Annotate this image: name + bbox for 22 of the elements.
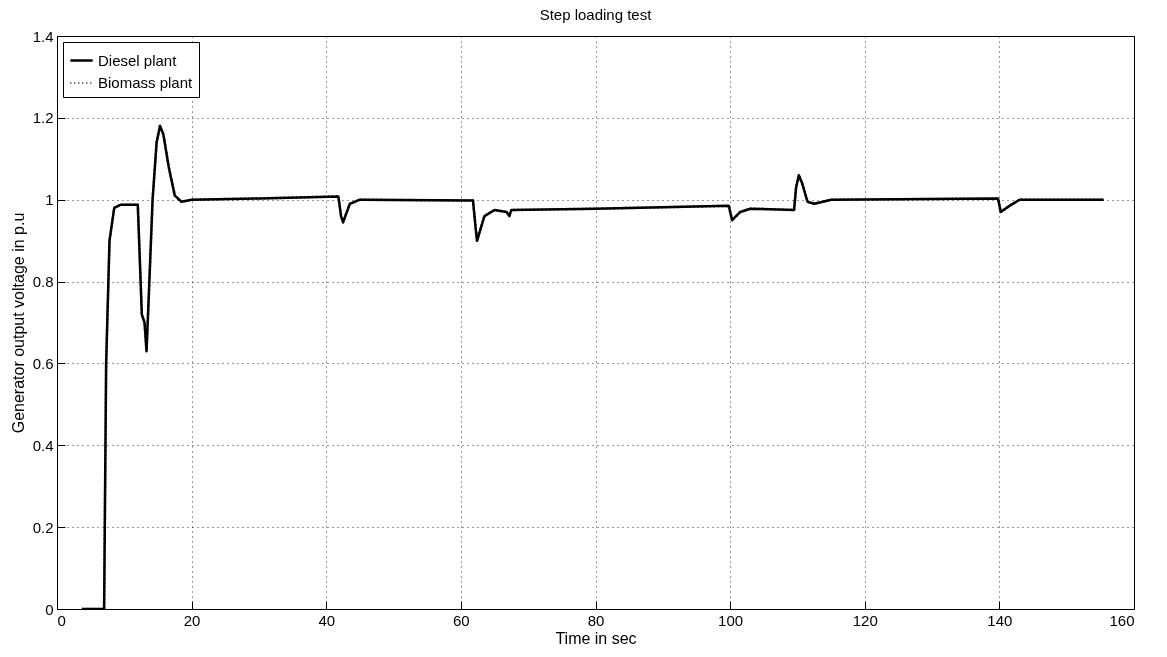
legend-label: Biomass plant	[98, 74, 194, 91]
x-tick-label: 40	[318, 611, 336, 629]
x-tick-label: 140	[987, 611, 1013, 629]
legend-label: Diesel plant	[98, 51, 178, 69]
y-tick-label: 0.6	[32, 354, 54, 372]
chart-title: Step loading test	[539, 6, 653, 23]
y-tick-label: 1.4	[32, 27, 54, 45]
y-tick-label: 0.4	[32, 436, 54, 454]
x-axis-title: Time in sec	[555, 629, 637, 647]
x-tick-label: 160	[1109, 611, 1135, 629]
y-tick-label: 1.2	[32, 109, 54, 127]
x-tick-label: 0	[57, 611, 66, 629]
x-tick-label: 20	[183, 611, 201, 629]
x-tick-label: 100	[718, 611, 744, 629]
x-tick-label: 60	[453, 611, 470, 629]
y-tick-label: 0	[45, 600, 54, 618]
y-tick-label: 0.8	[32, 273, 54, 291]
x-tick-label: 120	[852, 611, 878, 629]
y-axis-title: Generator output voltage in p.u	[9, 212, 27, 434]
y-tick-label: 0.2	[32, 518, 54, 536]
x-tick-label: 80	[587, 611, 605, 629]
y-tick-label: 1	[45, 191, 54, 209]
